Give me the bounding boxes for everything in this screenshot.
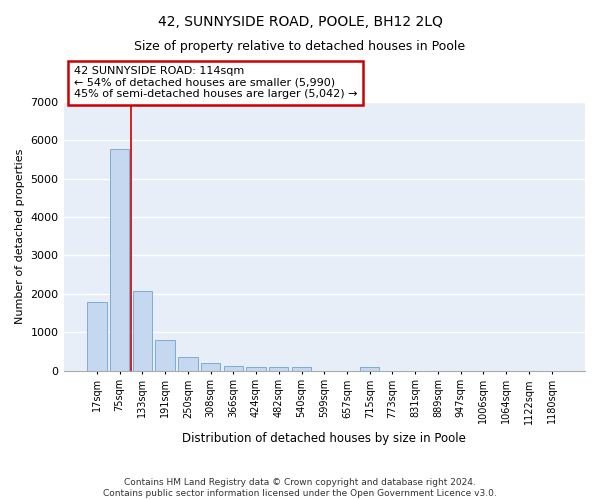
Bar bbox=[133, 291, 152, 370]
Text: Contains HM Land Registry data © Crown copyright and database right 2024.
Contai: Contains HM Land Registry data © Crown c… bbox=[103, 478, 497, 498]
Bar bbox=[155, 340, 175, 370]
Text: 42, SUNNYSIDE ROAD, POOLE, BH12 2LQ: 42, SUNNYSIDE ROAD, POOLE, BH12 2LQ bbox=[158, 15, 442, 29]
Bar bbox=[360, 368, 379, 370]
Bar bbox=[201, 363, 220, 370]
Text: Size of property relative to detached houses in Poole: Size of property relative to detached ho… bbox=[134, 40, 466, 53]
Bar bbox=[87, 302, 107, 370]
Bar bbox=[247, 366, 266, 370]
Bar bbox=[224, 366, 243, 370]
Y-axis label: Number of detached properties: Number of detached properties bbox=[15, 148, 25, 324]
Bar bbox=[292, 368, 311, 370]
Bar bbox=[269, 367, 289, 370]
Bar bbox=[178, 358, 197, 370]
Bar bbox=[110, 149, 130, 370]
Text: 42 SUNNYSIDE ROAD: 114sqm
← 54% of detached houses are smaller (5,990)
45% of se: 42 SUNNYSIDE ROAD: 114sqm ← 54% of detac… bbox=[74, 66, 358, 100]
X-axis label: Distribution of detached houses by size in Poole: Distribution of detached houses by size … bbox=[182, 432, 466, 445]
